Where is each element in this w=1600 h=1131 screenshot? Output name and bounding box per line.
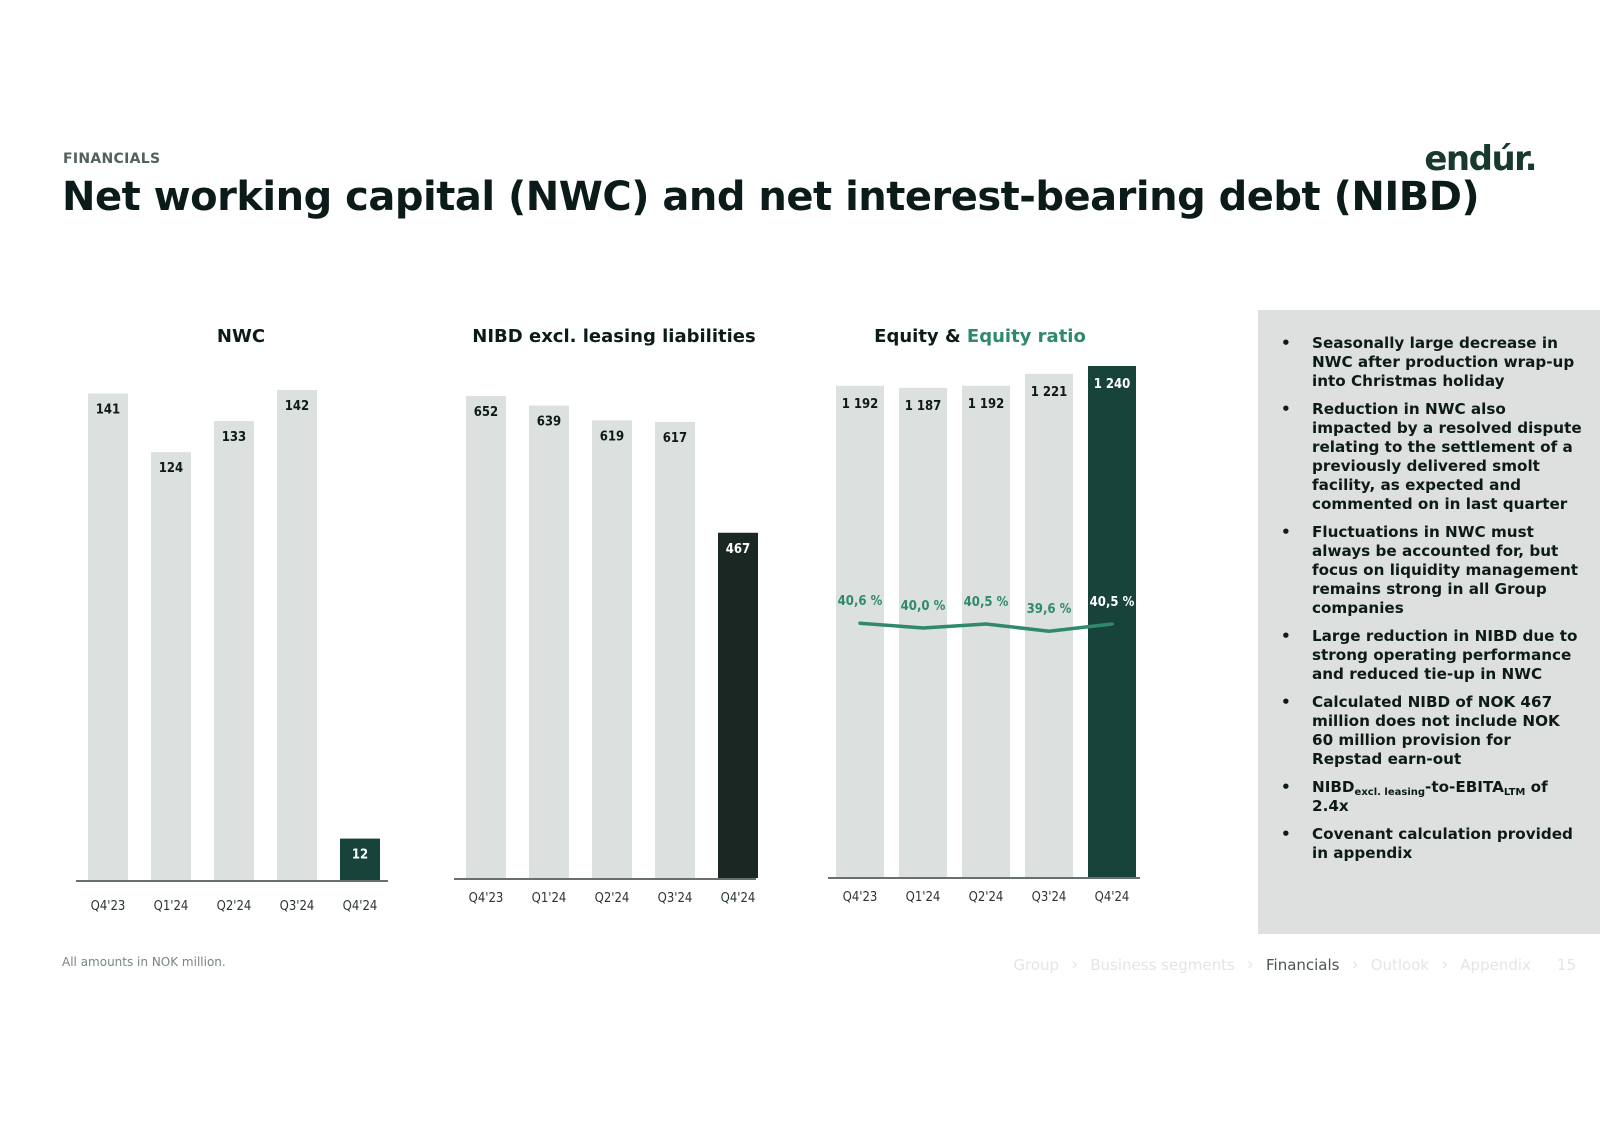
equity-chart-title: Equity & Equity ratio — [820, 326, 1140, 347]
chevron-right-icon: › — [1441, 954, 1449, 975]
equity-value-label: 1 192 — [842, 397, 879, 412]
bullet-text: of 2.4x — [1312, 778, 1548, 815]
nwc-bar — [340, 838, 380, 880]
nav-item-financials[interactable]: Financials — [1265, 955, 1340, 974]
chevron-right-icon: › — [1351, 954, 1359, 975]
nwc-tick-label: Q4'24 — [343, 899, 378, 914]
equity-bar — [899, 387, 947, 877]
endur-logo: endúr. — [1424, 139, 1537, 179]
equity-tick-label: Q4'24 — [1095, 890, 1130, 905]
bullet-item: Calculated NIBD of NOK 467 million does … — [1281, 693, 1582, 769]
equity-value-label: 1 187 — [905, 399, 942, 414]
chevron-right-icon: › — [1246, 954, 1254, 975]
nibd-tick-label: Q4'24 — [721, 891, 756, 906]
equity-ratio-label: 40,0 % — [901, 599, 946, 614]
nwc-bar — [277, 390, 317, 880]
section-navigation: Group › Business segments › Financials ›… — [1013, 954, 1576, 975]
bullet-item: Large reduction in NIBD due to strong op… — [1281, 627, 1582, 684]
bullet-text: NIBD — [1312, 778, 1355, 796]
bullet-item: NIBDexcl. leasing-to-EBITALTM of 2.4x — [1281, 778, 1582, 816]
nibd-bar — [718, 532, 758, 878]
footnote: All amounts in NOK million. — [62, 955, 226, 969]
nibd-bar — [592, 420, 632, 878]
nibd-tick-label: Q1'24 — [532, 891, 567, 906]
nav-item-outlook[interactable]: Outlook — [1370, 955, 1430, 974]
bullet-item: Covenant calculation provided in appendi… — [1281, 825, 1582, 863]
equity-value-label: 1 192 — [968, 397, 1005, 412]
nav-item-group[interactable]: Group — [1013, 955, 1060, 974]
nwc-tick-label: Q2'24 — [217, 899, 252, 914]
bullet-item: Seasonally large decrease in NWC after p… — [1281, 334, 1582, 391]
bullet-subscript: excl. leasing — [1354, 787, 1426, 798]
equity-tick-label: Q2'24 — [969, 890, 1004, 905]
equity-value-label: 1 221 — [1031, 385, 1068, 400]
equity-title-main: Equity — [874, 326, 939, 347]
nwc-bar — [151, 452, 191, 880]
equity-value-label: 1 240 — [1094, 377, 1131, 392]
nibd-value-label: 652 — [474, 405, 498, 420]
equity-tick-label: Q3'24 — [1032, 890, 1067, 905]
equity-ratio-label: 40,6 % — [838, 594, 883, 609]
equity-ratio-label: 39,6 % — [1027, 602, 1072, 617]
nibd-value-label: 619 — [600, 429, 624, 444]
nav-item-appendix[interactable]: Appendix — [1460, 955, 1531, 974]
nibd-tick-label: Q3'24 — [658, 891, 693, 906]
nwc-bar — [88, 393, 128, 880]
commentary-list: Seasonally large decrease in NWC after p… — [1258, 310, 1600, 863]
equity-ratio-title: Equity ratio — [966, 326, 1086, 347]
nibd-value-label: 617 — [663, 431, 687, 446]
equity-bar — [1088, 366, 1136, 877]
bullet-text: -to-EBITA — [1425, 778, 1504, 796]
nwc-tick-label: Q1'24 — [154, 899, 189, 914]
nwc-value-label: 142 — [285, 399, 309, 414]
nwc-tick-label: Q4'23 — [91, 899, 126, 914]
nwc-value-label: 141 — [96, 402, 120, 417]
nibd-tick-label: Q2'24 — [595, 891, 630, 906]
bullet-item: Reduction in NWC also impacted by a reso… — [1281, 400, 1582, 514]
nwc-bar — [214, 421, 254, 880]
nibd-bar — [529, 405, 569, 878]
nwc-tick-label: Q3'24 — [280, 899, 315, 914]
equity-title-connector: & — [938, 326, 967, 347]
chevron-right-icon: › — [1071, 954, 1079, 975]
nav-item-business-segments[interactable]: Business segments — [1090, 955, 1235, 974]
bullet-item: Fluctuations in NWC must always be accou… — [1281, 523, 1582, 618]
equity-tick-label: Q4'23 — [843, 890, 878, 905]
page-number: 15 — [1556, 955, 1576, 974]
section-kicker: FINANCIALS — [63, 151, 161, 167]
equity-bar — [836, 385, 884, 877]
nwc-value-label: 124 — [159, 461, 183, 476]
bullet-subscript: LTM — [1503, 787, 1526, 798]
equity-bar — [1025, 373, 1073, 877]
nibd-bar — [655, 421, 695, 878]
commentary-panel: Seasonally large decrease in NWC after p… — [1258, 310, 1600, 934]
equity-chart: 1 192 Q4'23 1 187 Q1'24 1 192 Q2'24 1 221 Q3'24… — [828, 366, 1140, 905]
nibd-bar — [466, 396, 506, 878]
equity-bar — [962, 385, 1010, 877]
nwc-chart: 141 Q4'23 124 Q1'24 133 Q2'24 142 Q3'24 12 Q4'24 — [76, 390, 388, 914]
nibd-value-label: 467 — [726, 542, 750, 557]
nwc-chart-title: NWC — [216, 326, 266, 347]
equity-ratio-line — [858, 621, 1114, 633]
page-title: Net working capital (NWC) and net intere… — [62, 174, 1480, 220]
equity-tick-label: Q1'24 — [906, 890, 941, 905]
nibd-chart: 652 Q4'23 639 Q1'24 619 Q2'24 617 Q3'24 467 Q4'24 — [454, 396, 758, 906]
nwc-value-label: 12 — [352, 848, 368, 863]
nibd-chart-title: NIBD excl. leasing liabilities — [472, 326, 756, 347]
nwc-value-label: 133 — [222, 430, 246, 445]
nibd-tick-label: Q4'23 — [469, 891, 504, 906]
equity-ratio-label: 40,5 % — [964, 595, 1009, 610]
nibd-value-label: 639 — [537, 415, 561, 430]
equity-ratio-label: 40,5 % — [1090, 595, 1135, 610]
